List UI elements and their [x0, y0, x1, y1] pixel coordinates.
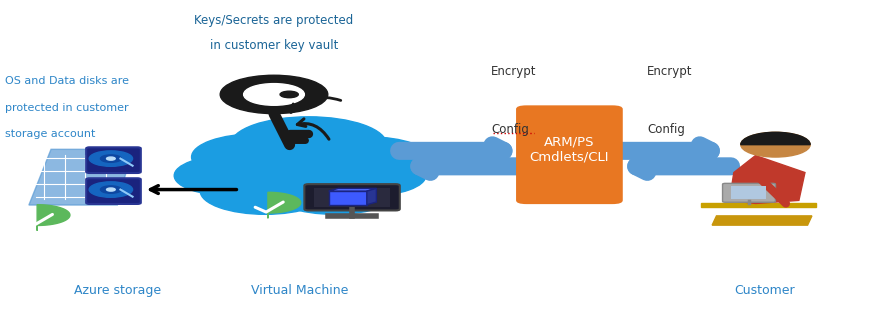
Circle shape — [269, 168, 400, 214]
Circle shape — [200, 168, 330, 214]
Polygon shape — [268, 192, 301, 218]
Text: protected in customer: protected in customer — [5, 103, 129, 113]
Circle shape — [90, 151, 133, 166]
Polygon shape — [729, 156, 805, 203]
FancyArrowPatch shape — [297, 119, 329, 139]
Text: storage account: storage account — [5, 129, 96, 139]
Circle shape — [101, 155, 122, 162]
Wedge shape — [740, 132, 810, 145]
Circle shape — [740, 132, 810, 157]
Polygon shape — [29, 149, 132, 205]
FancyBboxPatch shape — [314, 188, 390, 207]
Polygon shape — [367, 188, 376, 205]
Circle shape — [220, 75, 328, 114]
FancyBboxPatch shape — [86, 178, 141, 204]
FancyBboxPatch shape — [722, 183, 775, 202]
Text: ARM/PS
Cmdlets/CLI: ARM/PS Cmdlets/CLI — [529, 135, 608, 163]
Polygon shape — [328, 191, 367, 205]
Text: Encrypt: Encrypt — [647, 65, 693, 78]
Polygon shape — [701, 202, 816, 207]
Circle shape — [107, 188, 116, 191]
Circle shape — [243, 84, 304, 105]
FancyBboxPatch shape — [731, 187, 766, 199]
Circle shape — [174, 156, 287, 196]
Circle shape — [308, 137, 430, 180]
Text: Config: Config — [491, 123, 528, 136]
Text: Customer: Customer — [734, 284, 794, 297]
Circle shape — [107, 157, 116, 160]
Circle shape — [313, 156, 426, 196]
Polygon shape — [37, 205, 70, 231]
FancyBboxPatch shape — [86, 147, 141, 173]
Circle shape — [237, 155, 362, 199]
Text: Config: Config — [647, 123, 685, 136]
Circle shape — [191, 134, 322, 180]
Text: Virtual Machine: Virtual Machine — [251, 284, 348, 297]
FancyBboxPatch shape — [516, 105, 623, 204]
Text: OS and Data disks are: OS and Data disks are — [5, 76, 129, 86]
Circle shape — [90, 182, 133, 197]
Text: Encrypt: Encrypt — [491, 65, 536, 78]
Polygon shape — [328, 188, 376, 191]
Text: Azure storage: Azure storage — [74, 284, 162, 297]
Text: in customer key vault: in customer key vault — [209, 39, 338, 52]
Text: Keys/Secrets are protected: Keys/Secrets are protected — [195, 14, 354, 27]
FancyBboxPatch shape — [304, 184, 400, 211]
FancyArrowPatch shape — [291, 97, 341, 112]
Circle shape — [101, 186, 122, 193]
Polygon shape — [712, 216, 812, 225]
Circle shape — [280, 91, 298, 98]
Circle shape — [230, 117, 387, 173]
